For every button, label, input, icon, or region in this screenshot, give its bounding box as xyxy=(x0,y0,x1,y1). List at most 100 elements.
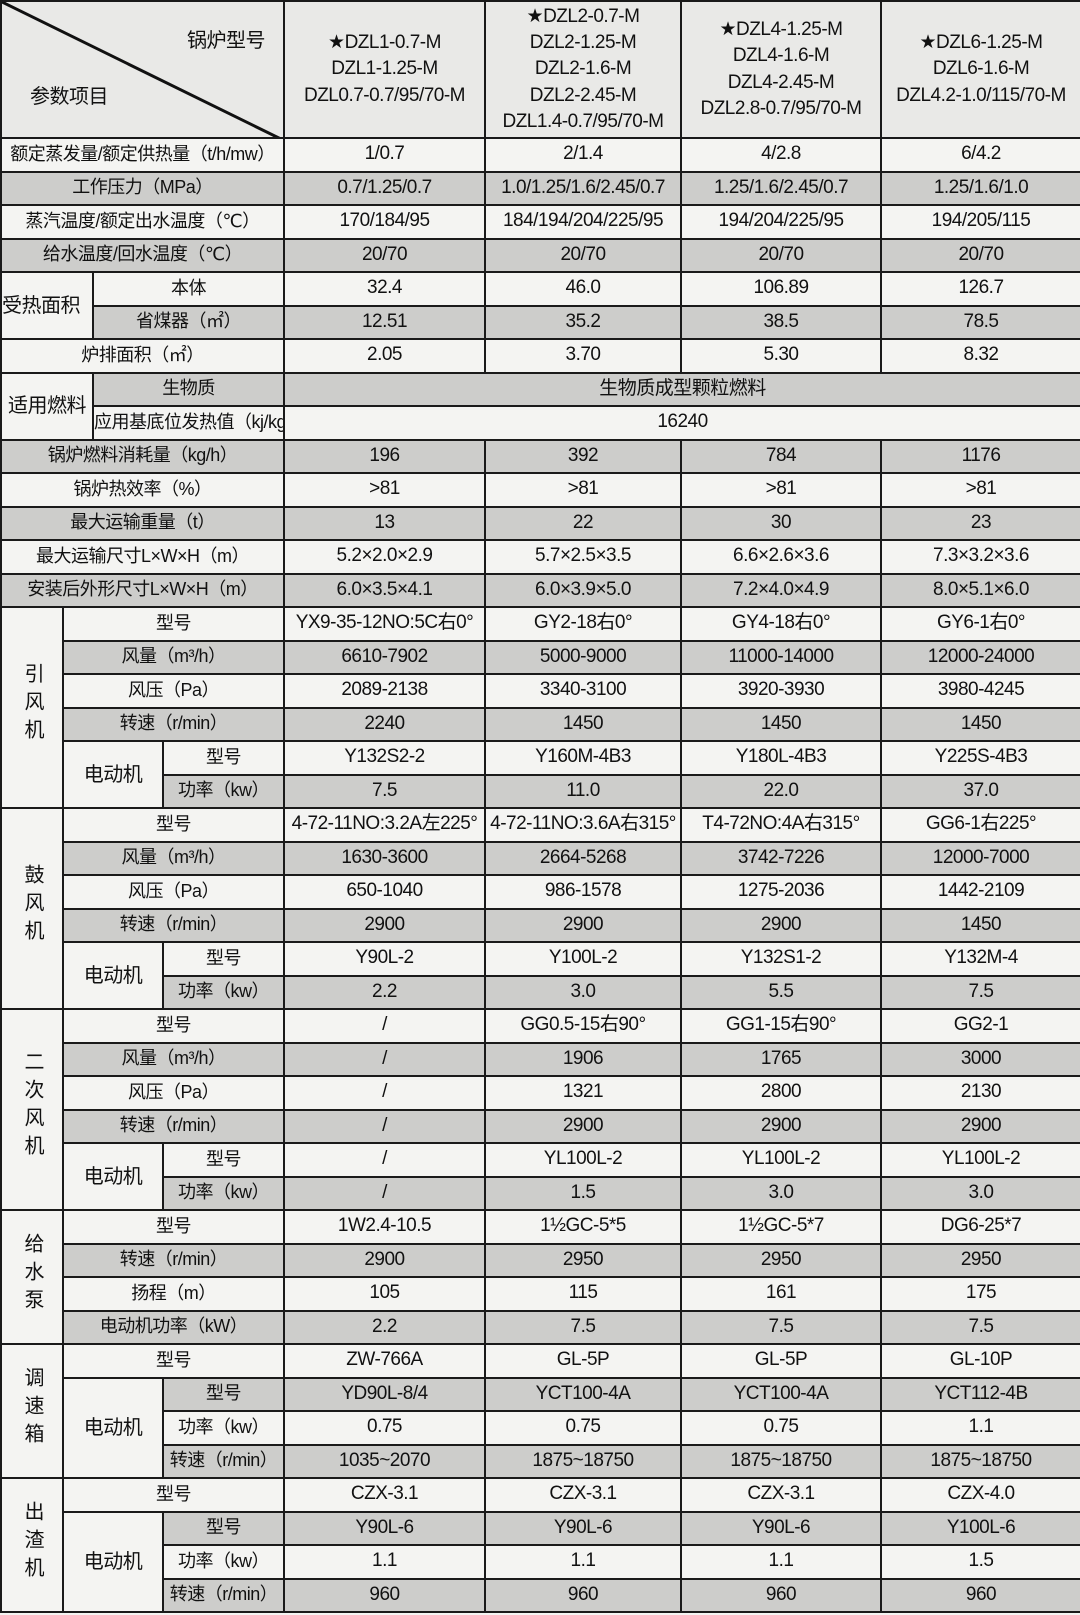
param-label: 功率（kw） xyxy=(162,974,285,1010)
param-label: 型号 xyxy=(62,1008,285,1044)
value-cell: GL-5P xyxy=(680,1343,882,1379)
value-cell: Y100L-6 xyxy=(880,1510,1080,1546)
param-label: 型号 xyxy=(162,1376,285,1412)
value-cell: 12.51 xyxy=(283,304,486,340)
equipment-group-label-text: 调速箱 xyxy=(21,1366,43,1451)
value-cell: 2900 xyxy=(484,907,682,943)
diagonal-divider xyxy=(3,3,279,136)
value-cell: 986-1578 xyxy=(484,874,682,910)
value-cell: >81 xyxy=(484,472,682,508)
value-cell: 1½GC-5*5 xyxy=(484,1209,682,1245)
value-cell: 3920-3930 xyxy=(680,673,882,709)
table-row: 应用基底位发热值（kj/kg） 16240 xyxy=(1,405,1080,441)
value-cell: 6610-7902 xyxy=(283,639,486,675)
value-cell: ZW-766A xyxy=(283,1343,486,1379)
table-row: 最大运输尺寸L×W×H（m） 5.2×2.0×2.9 5.7×2.5×3.5 6.6×… xyxy=(0,539,1080,575)
value-cell: 1875~18750 xyxy=(880,1443,1080,1479)
value-cell: 1.5 xyxy=(484,1175,682,1211)
table-row: 扬程（m） 105 115 161 175 xyxy=(1,1276,1080,1312)
table-row: 锅炉热效率（%） >81 >81 >81 >81 xyxy=(0,472,1080,508)
value-cell: 1875~18750 xyxy=(484,1443,682,1479)
param-label: 风压（Pa） xyxy=(62,1075,285,1111)
table-row: 风压（Pa） 2089-2138 3340-3100 3920-3930 3980-42… xyxy=(1,673,1080,709)
value-cell: 1.5 xyxy=(880,1544,1080,1580)
value-cell: 1/0.7 xyxy=(283,137,486,173)
equipment-group-label: 出渣机 xyxy=(0,1477,64,1613)
value-cell: 1.1 xyxy=(484,1544,682,1580)
model-name: ★DZL1-0.7-M xyxy=(328,32,441,54)
value-cell: YL100L-2 xyxy=(680,1142,882,1178)
value-cell: 5.7×2.5×3.5 xyxy=(484,539,682,575)
table-row: 转速（r/min） 2900 2900 2900 1450 xyxy=(1,907,1080,943)
value-cell: YD90L-8/4 xyxy=(283,1376,486,1412)
value-cell: 5.5 xyxy=(680,974,882,1010)
value-cell: 32.4 xyxy=(283,271,486,307)
table-row: 省煤器（㎡） 12.51 35.2 38.5 78.5 xyxy=(1,304,1080,340)
equipment-group-label-text: 给水泵 xyxy=(21,1232,43,1317)
value-cell: CZX-3.1 xyxy=(484,1477,682,1513)
value-cell: 22 xyxy=(484,505,682,541)
table-row: 二次风机 型号 / GG0.5-15右90° GG1-15右90° GG2-1 xyxy=(0,1008,1080,1211)
value-cell: 2900 xyxy=(283,907,486,943)
value-cell: 194/204/225/95 xyxy=(680,204,882,240)
merged-value: 16240 xyxy=(283,405,1080,441)
table-row: 转速（r/min） 2240 1450 1450 1450 xyxy=(1,706,1080,742)
value-cell: 13 xyxy=(283,505,486,541)
model-name: ★DZL4-1.25-M xyxy=(719,19,843,41)
value-cell: 2664-5268 xyxy=(484,840,682,876)
value-cell: 8.0×5.1×6.0 xyxy=(880,572,1080,608)
value-cell: 196 xyxy=(283,438,486,474)
value-cell: 3742-7226 xyxy=(680,840,882,876)
model-name: DZL0.7-0.7/95/70-M xyxy=(303,84,466,106)
param-label: 功率（kw） xyxy=(162,773,285,809)
model-name: DZL2.8-0.7/95/70-M xyxy=(700,97,862,119)
value-cell: GG1-15右90° xyxy=(680,1008,882,1044)
model-name: DZL2-1.25-M xyxy=(529,32,637,54)
value-cell: 6.6×2.6×3.6 xyxy=(680,539,882,575)
model-name: DZL2-2.45-M xyxy=(529,84,637,106)
value-cell: 2900 xyxy=(880,1108,1080,1144)
value-cell: YX9-35-12NO:5C右0° xyxy=(283,606,486,642)
value-cell: 35.2 xyxy=(484,304,682,340)
value-cell: 3000 xyxy=(880,1041,1080,1077)
param-label: 省煤器（㎡） xyxy=(92,304,285,340)
value-cell: 1.0/1.25/1.6/2.45/0.7 xyxy=(484,170,682,206)
value-cell: 3.0 xyxy=(680,1175,882,1211)
value-cell: 7.5 xyxy=(283,773,486,809)
value-cell: 8.32 xyxy=(880,338,1080,374)
table-row: 安装后外形尺寸L×W×H（m） 6.0×3.5×4.1 6.0×3.9×5.0 7.2… xyxy=(0,572,1080,608)
param-label: 应用基底位发热值（kj/kg） xyxy=(92,405,285,441)
value-cell: 2950 xyxy=(880,1242,1080,1278)
table-row: 电动机 型号 Y132S2-2 Y160M-4B3 Y180L-4B3 Y225S-4B3 xyxy=(1,740,1080,809)
table-row: 锅炉燃料消耗量（kg/h） 196 392 784 1176 xyxy=(0,438,1080,474)
table-row: 电动机功率（kW） 2.2 7.5 7.5 7.5 xyxy=(1,1309,1080,1345)
value-cell: 12000-24000 xyxy=(880,639,1080,675)
value-cell: 2950 xyxy=(484,1242,682,1278)
param-label: 转速（r/min） xyxy=(62,706,285,742)
value-cell: 2900 xyxy=(484,1108,682,1144)
param-label: 电动机功率（kW） xyxy=(62,1309,285,1345)
model-name: DZL4-1.6-M xyxy=(732,45,830,67)
value-cell: 6.0×3.9×5.0 xyxy=(484,572,682,608)
value-cell: 2900 xyxy=(680,907,882,943)
value-cell: 7.5 xyxy=(880,1309,1080,1345)
value-cell: / xyxy=(283,1008,486,1044)
param-label: 型号 xyxy=(62,1477,285,1513)
param-label: 给水温度/回水温度（℃） xyxy=(0,237,285,273)
value-cell: 784 xyxy=(680,438,882,474)
value-cell: Y132S1-2 xyxy=(680,941,882,977)
param-label: 扬程（m） xyxy=(62,1276,285,1312)
table-row: 转速（r/min） 1035~2070 1875~18750 1875~18750 18… xyxy=(1,1443,1080,1479)
param-label: 转速（r/min） xyxy=(62,1108,285,1144)
value-cell: Y90L-2 xyxy=(283,941,486,977)
value-cell: YCT100-4A xyxy=(680,1376,882,1412)
param-label: 参数项目 xyxy=(30,86,109,108)
value-cell: 175 xyxy=(880,1276,1080,1312)
model-column-header: ★DZL6-1.25-M DZL6-1.6-M DZL4.2-1.0/115/70-… xyxy=(880,0,1080,139)
param-label: 风量（m³/h） xyxy=(62,840,285,876)
value-cell: 2950 xyxy=(680,1242,882,1278)
value-cell: 5.30 xyxy=(680,338,882,374)
value-cell: 2900 xyxy=(680,1108,882,1144)
value-cell: / xyxy=(283,1075,486,1111)
param-label: 工作压力（MPa） xyxy=(0,170,285,206)
